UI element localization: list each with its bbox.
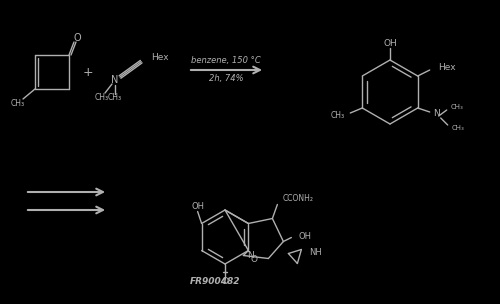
Text: FR900482: FR900482 [190, 278, 240, 286]
Text: CH₃: CH₃ [452, 125, 464, 131]
Text: CH₃: CH₃ [95, 92, 109, 102]
Text: O: O [73, 33, 81, 43]
Text: OH: OH [191, 202, 204, 211]
Text: Hex: Hex [151, 53, 169, 62]
Text: OH: OH [298, 232, 312, 241]
Text: N: N [112, 75, 118, 85]
Text: CCONH₂: CCONH₂ [282, 194, 314, 203]
Text: +: + [82, 67, 94, 80]
Text: N: N [432, 109, 440, 119]
Text: 2h, 74%: 2h, 74% [208, 74, 244, 84]
Text: benzene, 150 °C: benzene, 150 °C [191, 56, 261, 64]
Text: CH₃: CH₃ [108, 94, 122, 102]
Text: N: N [248, 251, 254, 261]
Text: CH₃: CH₃ [450, 104, 464, 110]
Text: OH: OH [383, 39, 397, 47]
Text: O: O [250, 254, 258, 264]
Text: O: O [222, 278, 228, 286]
Text: CH₃: CH₃ [330, 112, 344, 120]
Text: Hex: Hex [438, 64, 456, 72]
Text: NH: NH [310, 248, 322, 257]
Text: CH₃: CH₃ [11, 98, 25, 108]
